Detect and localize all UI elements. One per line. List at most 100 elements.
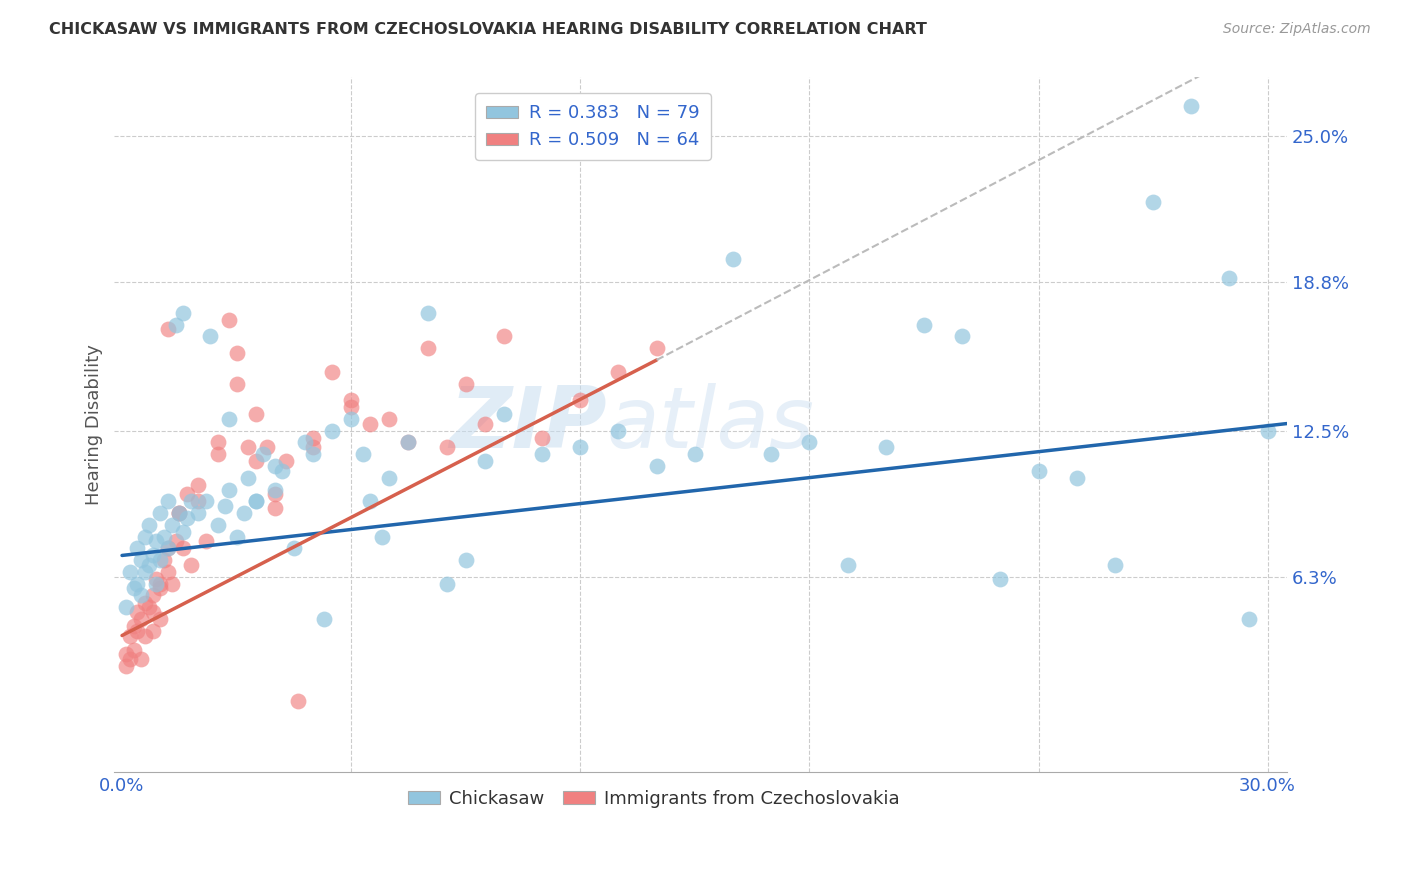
Point — [138, 600, 160, 615]
Point — [198, 329, 221, 343]
Point — [207, 435, 229, 450]
Point — [314, 612, 336, 626]
Point — [236, 471, 259, 485]
Point — [172, 306, 194, 320]
Point — [207, 517, 229, 532]
Point — [1104, 558, 1126, 572]
Point — [172, 541, 194, 556]
Point — [134, 595, 156, 609]
Point — [436, 440, 458, 454]
Point — [187, 478, 209, 492]
Point — [950, 329, 973, 343]
Point — [142, 624, 165, 638]
Point — [115, 600, 138, 615]
Text: CHICKASAW VS IMMIGRANTS FROM CZECHOSLOVAKIA HEARING DISABILITY CORRELATION CHART: CHICKASAW VS IMMIGRANTS FROM CZECHOSLOVA… — [49, 22, 927, 37]
Point — [271, 464, 294, 478]
Point — [127, 576, 149, 591]
Point — [396, 435, 419, 450]
Point — [218, 412, 240, 426]
Point — [988, 572, 1011, 586]
Point — [454, 553, 477, 567]
Point — [138, 558, 160, 572]
Point — [149, 582, 172, 596]
Point — [165, 318, 187, 332]
Point — [233, 506, 256, 520]
Legend: Chickasaw, Immigrants from Czechoslovakia: Chickasaw, Immigrants from Czechoslovaki… — [401, 782, 907, 815]
Point — [302, 440, 325, 454]
Point — [169, 506, 191, 520]
Point — [245, 454, 267, 468]
Y-axis label: Hearing Disability: Hearing Disability — [86, 344, 103, 505]
Point — [134, 565, 156, 579]
Point — [156, 565, 179, 579]
Text: ZIP: ZIP — [449, 384, 607, 467]
Point — [142, 605, 165, 619]
Point — [1218, 270, 1240, 285]
Point — [115, 648, 138, 662]
Point — [127, 541, 149, 556]
Point — [142, 549, 165, 563]
Point — [799, 435, 821, 450]
Point — [321, 365, 343, 379]
Point — [187, 494, 209, 508]
Point — [378, 471, 401, 485]
Point — [160, 576, 183, 591]
Point — [875, 440, 897, 454]
Point — [195, 494, 218, 508]
Point — [492, 407, 515, 421]
Point — [122, 642, 145, 657]
Point — [761, 447, 783, 461]
Point — [172, 524, 194, 539]
Text: atlas: atlas — [607, 384, 814, 467]
Point — [153, 530, 176, 544]
Point — [127, 624, 149, 638]
Point — [160, 517, 183, 532]
Point — [218, 313, 240, 327]
Point — [118, 565, 141, 579]
Point — [156, 541, 179, 556]
Point — [122, 582, 145, 596]
Point — [156, 322, 179, 336]
Point — [283, 541, 305, 556]
Point — [607, 424, 630, 438]
Point — [645, 458, 668, 473]
Point — [276, 454, 298, 468]
Point — [302, 447, 325, 461]
Point — [122, 619, 145, 633]
Point — [129, 612, 152, 626]
Point — [225, 376, 247, 391]
Point — [256, 440, 278, 454]
Point — [321, 424, 343, 438]
Point — [645, 341, 668, 355]
Point — [1028, 464, 1050, 478]
Point — [245, 494, 267, 508]
Point — [169, 506, 191, 520]
Point — [474, 454, 496, 468]
Point — [359, 494, 381, 508]
Point — [263, 501, 285, 516]
Point — [569, 392, 592, 407]
Point — [912, 318, 935, 332]
Point — [145, 534, 167, 549]
Point — [683, 447, 706, 461]
Point — [142, 589, 165, 603]
Point — [138, 517, 160, 532]
Point — [149, 553, 172, 567]
Point — [225, 346, 247, 360]
Point — [1180, 98, 1202, 112]
Point — [149, 576, 172, 591]
Point — [236, 440, 259, 454]
Point — [531, 447, 554, 461]
Point — [1237, 612, 1260, 626]
Point — [214, 499, 236, 513]
Point — [837, 558, 859, 572]
Point — [129, 589, 152, 603]
Point — [187, 506, 209, 520]
Point — [149, 506, 172, 520]
Text: Source: ZipAtlas.com: Source: ZipAtlas.com — [1223, 22, 1371, 37]
Point — [352, 447, 374, 461]
Point — [359, 417, 381, 431]
Point — [180, 558, 202, 572]
Point — [169, 506, 191, 520]
Point — [1257, 424, 1279, 438]
